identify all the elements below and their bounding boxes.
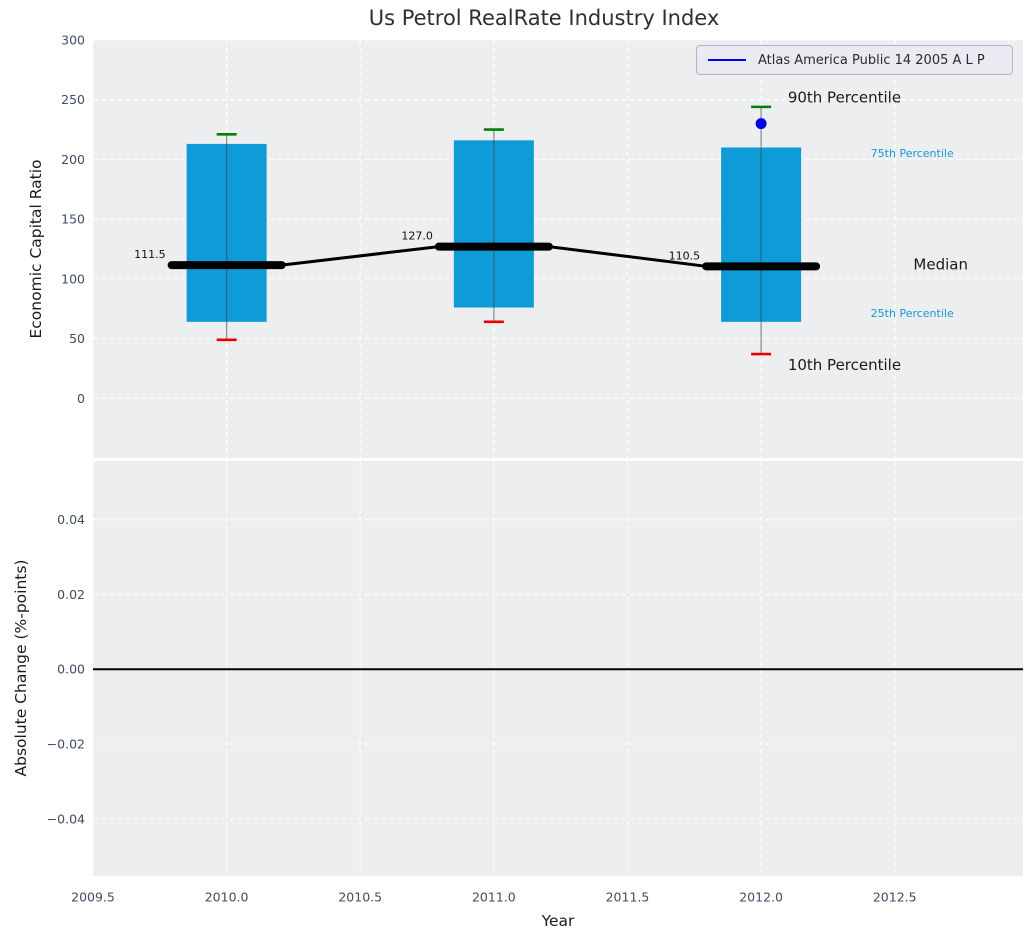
y-axis-label-top: Economic Capital Ratio (27, 159, 45, 339)
y-tick-label-bottom: 0.00 (57, 662, 85, 677)
annotation-10th-percentile: 10th Percentile (788, 356, 901, 374)
chart-title: Us Petrol RealRate Industry Index (368, 6, 720, 30)
x-tick-label: 2012.0 (739, 890, 783, 905)
y-tick-label-bottom: −0.02 (47, 737, 85, 752)
x-tick-label: 2011.5 (606, 890, 650, 905)
x-tick-label: 2011.0 (472, 890, 516, 905)
x-tick-label: 2010.5 (338, 890, 382, 905)
series-line-icon (708, 58, 746, 62)
legend-label: Atlas America Public 14 2005 A L P (758, 52, 985, 68)
median-value-label: 110.5 (669, 249, 701, 262)
y-tick-label-bottom: 0.02 (57, 587, 85, 602)
x-tick-label: 2009.5 (71, 890, 115, 905)
median-value-label: 127.0 (401, 230, 433, 243)
annotation-75th-percentile: 75th Percentile (871, 147, 954, 160)
y-axis-label-bottom: Absolute Change (%-points) (12, 559, 30, 777)
y-tick-label-bottom: 0.04 (57, 512, 85, 527)
median-value-label: 111.5 (134, 248, 166, 261)
annotation-90th-percentile: 90th Percentile (788, 88, 901, 106)
y-tick-label-bottom: −0.04 (47, 811, 85, 826)
x-tick-label: 2010.0 (205, 890, 249, 905)
company-point (755, 118, 767, 130)
annotation-median: Median (913, 256, 968, 274)
y-tick-label-top: 150 (61, 212, 85, 227)
y-tick-label-top: 250 (61, 92, 85, 107)
x-tick-label: 2012.5 (873, 890, 917, 905)
annotation-25th-percentile: 25th Percentile (871, 307, 954, 320)
y-tick-label-top: 100 (61, 271, 85, 286)
y-tick-label-top: 200 (61, 152, 85, 167)
y-tick-label-top: 50 (69, 331, 85, 346)
median-trend-segment (281, 245, 440, 267)
median-trend-segment (548, 245, 707, 268)
x-axis-label: Year (541, 912, 575, 930)
y-tick-label-top: 300 (61, 33, 85, 48)
legend: Atlas America Public 14 2005 A L P (696, 45, 1013, 75)
y-tick-label-top: 0 (77, 391, 85, 406)
